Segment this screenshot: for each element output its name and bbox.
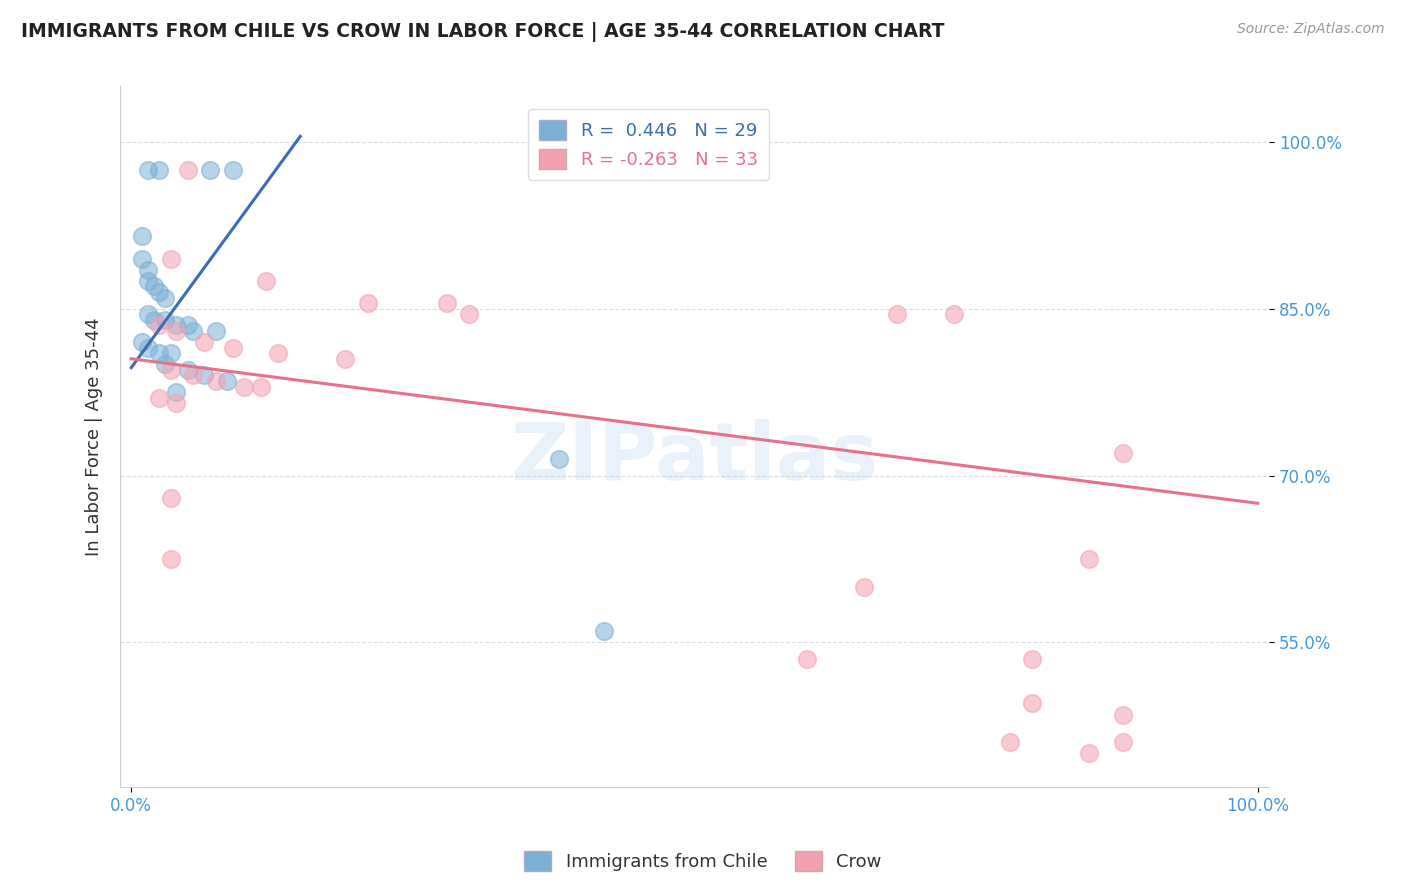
Point	[215, 374, 238, 388]
Point	[165, 318, 187, 333]
Text: ZIPatlas: ZIPatlas	[510, 418, 879, 497]
Point	[136, 274, 159, 288]
Point	[267, 346, 290, 360]
Point	[1111, 707, 1133, 722]
Point	[181, 368, 204, 383]
Point	[165, 385, 187, 400]
Point	[1021, 652, 1043, 666]
Point	[148, 162, 170, 177]
Point	[436, 296, 458, 310]
Point	[136, 341, 159, 355]
Point	[148, 346, 170, 360]
Point	[1021, 697, 1043, 711]
Point	[249, 379, 271, 393]
Point	[221, 162, 243, 177]
Point	[357, 296, 380, 310]
Point	[148, 391, 170, 405]
Point	[1111, 446, 1133, 460]
Point	[159, 346, 181, 360]
Point	[153, 291, 176, 305]
Point	[886, 307, 908, 321]
Point	[176, 162, 198, 177]
Point	[148, 318, 170, 333]
Point	[181, 324, 204, 338]
Point	[193, 335, 215, 350]
Text: Source: ZipAtlas.com: Source: ZipAtlas.com	[1237, 22, 1385, 37]
Point	[153, 357, 176, 371]
Point	[942, 307, 965, 321]
Point	[142, 279, 165, 293]
Point	[159, 491, 181, 505]
Point	[131, 252, 153, 266]
Point	[796, 652, 818, 666]
Point	[998, 735, 1021, 749]
Point	[176, 318, 198, 333]
Point	[1077, 747, 1099, 761]
Point	[221, 341, 243, 355]
Point	[136, 307, 159, 321]
Point	[136, 162, 159, 177]
Point	[1077, 552, 1099, 566]
Point	[142, 313, 165, 327]
Point	[131, 229, 153, 244]
Point	[335, 351, 357, 366]
Text: IMMIGRANTS FROM CHILE VS CROW IN LABOR FORCE | AGE 35-44 CORRELATION CHART: IMMIGRANTS FROM CHILE VS CROW IN LABOR F…	[21, 22, 945, 42]
Point	[458, 307, 481, 321]
Point	[159, 252, 181, 266]
Point	[193, 368, 215, 383]
Point	[176, 363, 198, 377]
Point	[153, 313, 176, 327]
Point	[1111, 735, 1133, 749]
Point	[198, 162, 221, 177]
Point	[131, 335, 153, 350]
Point	[548, 451, 571, 466]
Point	[593, 624, 616, 639]
Y-axis label: In Labor Force | Age 35-44: In Labor Force | Age 35-44	[86, 318, 103, 556]
Point	[136, 262, 159, 277]
Point	[204, 324, 226, 338]
Point	[148, 285, 170, 299]
Point	[232, 379, 254, 393]
Legend: Immigrants from Chile, Crow: Immigrants from Chile, Crow	[517, 844, 889, 879]
Point	[165, 396, 187, 410]
Point	[254, 274, 277, 288]
Point	[159, 552, 181, 566]
Point	[165, 324, 187, 338]
Point	[852, 580, 875, 594]
Point	[159, 363, 181, 377]
Legend: R =  0.446   N = 29, R = -0.263   N = 33: R = 0.446 N = 29, R = -0.263 N = 33	[529, 110, 769, 180]
Point	[204, 374, 226, 388]
